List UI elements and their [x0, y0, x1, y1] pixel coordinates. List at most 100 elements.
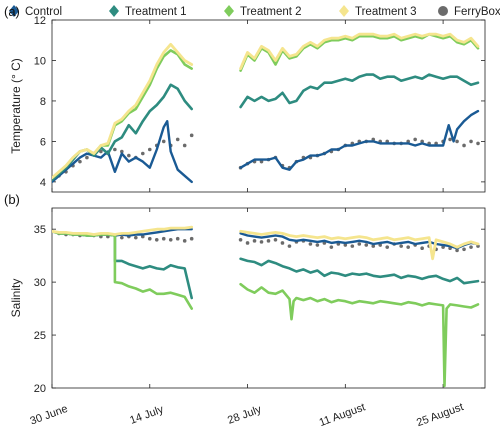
data-point-ferrybox — [364, 243, 369, 247]
legend-item-treatment2: Treatment 2 — [224, 5, 302, 18]
plot-area — [52, 225, 480, 388]
data-point-ferrybox — [455, 139, 459, 144]
series-line-treatment1 — [239, 73, 480, 109]
legend-item-treatment1: Treatment 1 — [109, 5, 187, 18]
series-line-treatment2 — [239, 32, 480, 72]
data-point-ferrybox — [357, 242, 362, 246]
salinity-panel: 20 25 30 35 30 June 14 July 28 July 11 August 25… — [4, 192, 486, 428]
legend-item-ferrybox: FerryBox — [438, 6, 500, 18]
data-point-ferrybox — [420, 246, 424, 251]
legend-item-treatment3: Treatment 3 — [339, 5, 417, 18]
data-point-ferrybox — [113, 147, 117, 152]
legend-label-treatment3: Treatment 3 — [355, 6, 417, 18]
data-point-ferrybox — [266, 239, 271, 243]
y-tick-label: 12 — [34, 15, 46, 27]
data-point-ferrybox — [350, 244, 355, 248]
data-point-ferrybox — [168, 237, 173, 242]
data-point-ferrybox — [78, 159, 82, 164]
series-line-treatment3 — [52, 225, 194, 236]
data-point-ferrybox — [154, 237, 159, 242]
data-point-ferrybox — [287, 244, 292, 248]
data-point-ferrybox — [189, 133, 194, 138]
series-treatment1 — [52, 73, 480, 182]
data-point-ferrybox — [238, 237, 243, 242]
y-tick-label: 30 — [34, 277, 46, 289]
series-line-treatment3 — [239, 229, 480, 261]
y-tick-label: 25 — [34, 330, 46, 342]
legend-label-ferrybox: FerryBox — [454, 6, 500, 18]
data-point-ferrybox — [140, 151, 145, 156]
x-tick-label: 28 July — [226, 403, 263, 426]
data-point-ferrybox — [462, 247, 466, 252]
data-point-ferrybox — [469, 139, 473, 144]
y-tick-label: 20 — [34, 383, 46, 395]
data-point-ferrybox — [385, 245, 390, 249]
data-point-ferrybox — [280, 241, 285, 245]
data-point-ferrybox — [315, 243, 320, 247]
series-line-treatment3 — [52, 42, 194, 180]
data-point-ferrybox — [476, 244, 480, 248]
data-point-ferrybox — [399, 244, 403, 248]
data-point-ferrybox — [85, 155, 89, 160]
temperature-panel: 4 6 8 10 12 Temperature (° C) (a) — [4, 4, 486, 193]
x-tick-label: 14 July — [128, 403, 165, 426]
series-line-control — [239, 109, 480, 171]
data-point-ferrybox — [99, 149, 103, 154]
data-point-ferrybox — [175, 236, 180, 241]
series-treatment2 — [52, 230, 480, 388]
series-line-control — [52, 120, 193, 184]
data-point-ferrybox — [259, 240, 264, 244]
legend-label-treatment2: Treatment 2 — [240, 6, 302, 18]
series-line-treatment2 — [239, 282, 480, 388]
series-treatment3 — [52, 32, 480, 180]
data-point-ferrybox — [273, 237, 278, 242]
legend: Control Treatment 1 Treatment 2 Treatment 3… — [9, 5, 500, 18]
y-axis-label: Temperature (° C) — [9, 58, 23, 154]
series-treatment2 — [52, 32, 480, 180]
data-point-ferrybox — [120, 235, 124, 240]
series-line-control — [239, 232, 480, 250]
y-tick-label: 6 — [40, 136, 46, 148]
data-point-ferrybox — [252, 239, 257, 243]
legend-marker-control — [9, 5, 19, 17]
plot-frame — [51, 19, 486, 193]
data-point-ferrybox — [161, 236, 166, 241]
plot-area — [52, 32, 480, 184]
data-point-ferrybox — [182, 239, 187, 243]
data-point-ferrybox — [462, 143, 466, 148]
legend-marker-treatment1 — [109, 5, 119, 17]
data-point-ferrybox — [420, 139, 424, 144]
y-tick-label: 35 — [34, 224, 46, 236]
data-point-ferrybox — [134, 235, 138, 240]
data-point-ferrybox — [343, 243, 348, 247]
data-point-ferrybox — [476, 141, 480, 146]
series-treatment3 — [52, 225, 480, 261]
y-tick-label: 8 — [40, 96, 46, 108]
panel-label: (b) — [4, 192, 20, 207]
data-point-ferrybox — [329, 245, 334, 249]
data-point-ferrybox — [448, 137, 452, 142]
data-point-ferrybox — [455, 248, 459, 253]
legend-item-control: Control — [9, 5, 62, 18]
data-point-ferrybox — [406, 245, 410, 249]
data-point-ferrybox — [147, 147, 152, 152]
data-point-ferrybox — [127, 153, 131, 158]
y-tick-label: 4 — [40, 177, 46, 189]
data-point-ferrybox — [147, 236, 152, 241]
data-point-ferrybox — [161, 139, 166, 144]
data-point-ferrybox — [120, 149, 124, 154]
data-point-ferrybox — [175, 137, 180, 142]
data-point-ferrybox — [469, 245, 473, 249]
series-line-treatment3 — [239, 32, 480, 70]
data-point-ferrybox — [413, 137, 417, 142]
legend-marker-treatment3 — [339, 5, 349, 17]
series-line-treatment1 — [239, 257, 480, 285]
x-tick-label: 25 August — [415, 401, 465, 428]
data-point-ferrybox — [308, 242, 313, 246]
series-control — [52, 109, 480, 184]
y-axis-label: Salinity — [9, 279, 23, 318]
data-point-ferrybox — [245, 241, 250, 245]
data-point-ferrybox — [182, 143, 187, 148]
data-point-ferrybox — [371, 244, 376, 248]
plot-frame — [51, 207, 486, 389]
